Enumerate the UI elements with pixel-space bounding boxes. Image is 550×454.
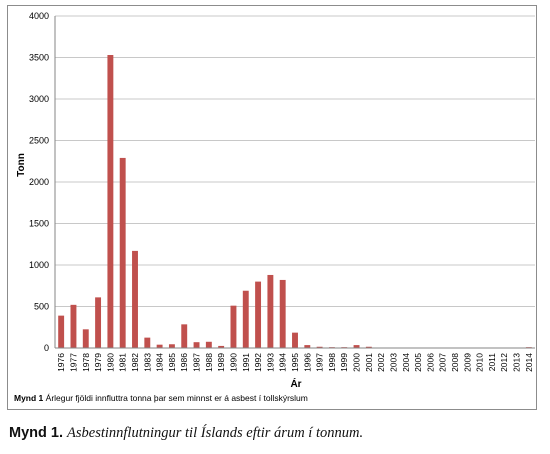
x-tick-label: 1995 xyxy=(290,353,300,372)
x-tick-label: 2011 xyxy=(487,353,497,372)
x-tick-label: 2005 xyxy=(413,353,423,372)
x-tick-label: 1997 xyxy=(315,353,325,372)
bar xyxy=(267,274,274,348)
x-tick-label: 1977 xyxy=(68,353,78,372)
bar xyxy=(119,157,126,348)
caption-label: Mynd 1. xyxy=(9,425,63,441)
x-tick-label: 1999 xyxy=(339,353,349,372)
y-tick-label: 3500 xyxy=(29,53,49,63)
x-tick-label: 1996 xyxy=(302,353,312,372)
bar xyxy=(316,346,323,348)
inner-caption-label: Mynd 1 xyxy=(14,393,44,403)
x-tick-label: 1978 xyxy=(81,353,91,372)
x-tick-label: 1980 xyxy=(105,353,115,372)
x-tick-label: 2006 xyxy=(425,353,435,372)
bar xyxy=(218,345,225,348)
caption-text: Asbestinnflutningur til Íslands eftir ár… xyxy=(67,425,364,441)
bar xyxy=(365,346,372,348)
bar xyxy=(255,281,262,348)
y-axis-title: Tonn xyxy=(16,153,27,177)
x-tick-label: 2000 xyxy=(352,353,362,372)
x-tick-labels: 1976 1977 1978 1979 1980 1981 1982 1983 1984 1985… xyxy=(56,353,534,372)
bar xyxy=(82,329,89,348)
bar xyxy=(279,279,286,348)
y-tick-label: 0 xyxy=(44,343,49,353)
y-tick-label: 1000 xyxy=(29,260,49,270)
bar xyxy=(107,55,114,348)
bar xyxy=(95,297,102,348)
x-tick-label: 2010 xyxy=(475,353,485,372)
bar xyxy=(304,345,311,348)
bar xyxy=(168,344,175,348)
bar xyxy=(181,324,188,348)
bar xyxy=(242,290,249,348)
x-tick-label: 2009 xyxy=(462,353,472,372)
bar xyxy=(205,341,212,348)
bar xyxy=(230,305,237,348)
y-tick-label: 500 xyxy=(34,302,49,312)
gridlines xyxy=(55,15,535,307)
y-tick-labels: 0 500 1000 1500 2000 2500 3000 3500 4000 xyxy=(29,11,49,353)
x-tick-label: 1989 xyxy=(216,353,226,372)
x-tick-label: 2003 xyxy=(388,353,398,372)
x-tick-label: 1976 xyxy=(56,353,66,372)
x-tick-label: 1982 xyxy=(130,353,140,372)
bar xyxy=(193,342,200,348)
x-tick-label: 1990 xyxy=(228,353,238,372)
x-axis-title: Ár xyxy=(290,377,301,390)
x-tick-label: 1988 xyxy=(204,353,214,372)
bar xyxy=(144,337,151,348)
y-tick-label: 1500 xyxy=(29,219,49,229)
x-tick-label: 1991 xyxy=(241,353,251,372)
x-tick-label: 2002 xyxy=(376,353,386,372)
bar xyxy=(353,345,360,348)
y-tick-label: 2500 xyxy=(29,136,49,146)
x-tick-label: 1992 xyxy=(253,353,263,372)
x-tick-label: 1987 xyxy=(192,353,202,372)
x-tick-label: 1979 xyxy=(93,353,103,372)
x-tick-label: 2012 xyxy=(499,353,509,372)
x-tick-label: 1983 xyxy=(142,353,152,372)
bar xyxy=(292,332,298,348)
x-tick-label: 1993 xyxy=(265,353,275,372)
x-tick-label: 1985 xyxy=(167,353,177,372)
x-tick-label: 1998 xyxy=(327,353,337,372)
x-tick-label: 1986 xyxy=(179,353,189,372)
x-tick-label: 2008 xyxy=(450,353,460,372)
x-tick-label: 1994 xyxy=(278,353,288,372)
x-tick-label: 2004 xyxy=(401,353,411,372)
x-tick-label: 2014 xyxy=(524,353,534,372)
x-tick-label: 1981 xyxy=(118,353,128,372)
inner-caption-text: Árlegur fjöldi innfluttra tonna þar sem … xyxy=(45,393,308,403)
figure-caption: Mynd 1. Asbestinnflutningur til Íslands … xyxy=(9,425,363,442)
y-tick-label: 3000 xyxy=(29,94,49,104)
y-tick-label: 2000 xyxy=(29,177,49,187)
bar xyxy=(132,250,138,348)
x-tick-label: 1984 xyxy=(155,353,165,372)
x-tick-label: 2013 xyxy=(512,353,522,372)
bar xyxy=(70,304,77,348)
bar xyxy=(58,315,65,348)
y-tick-label: 4000 xyxy=(29,11,49,21)
x-tick-label: 2001 xyxy=(364,353,374,372)
bar xyxy=(156,344,163,348)
inner-figure-caption: Mynd 1 Árlegur fjöldi innfluttra tonna þ… xyxy=(14,393,308,403)
axes xyxy=(54,16,535,349)
x-tick-label: 2007 xyxy=(438,353,448,372)
